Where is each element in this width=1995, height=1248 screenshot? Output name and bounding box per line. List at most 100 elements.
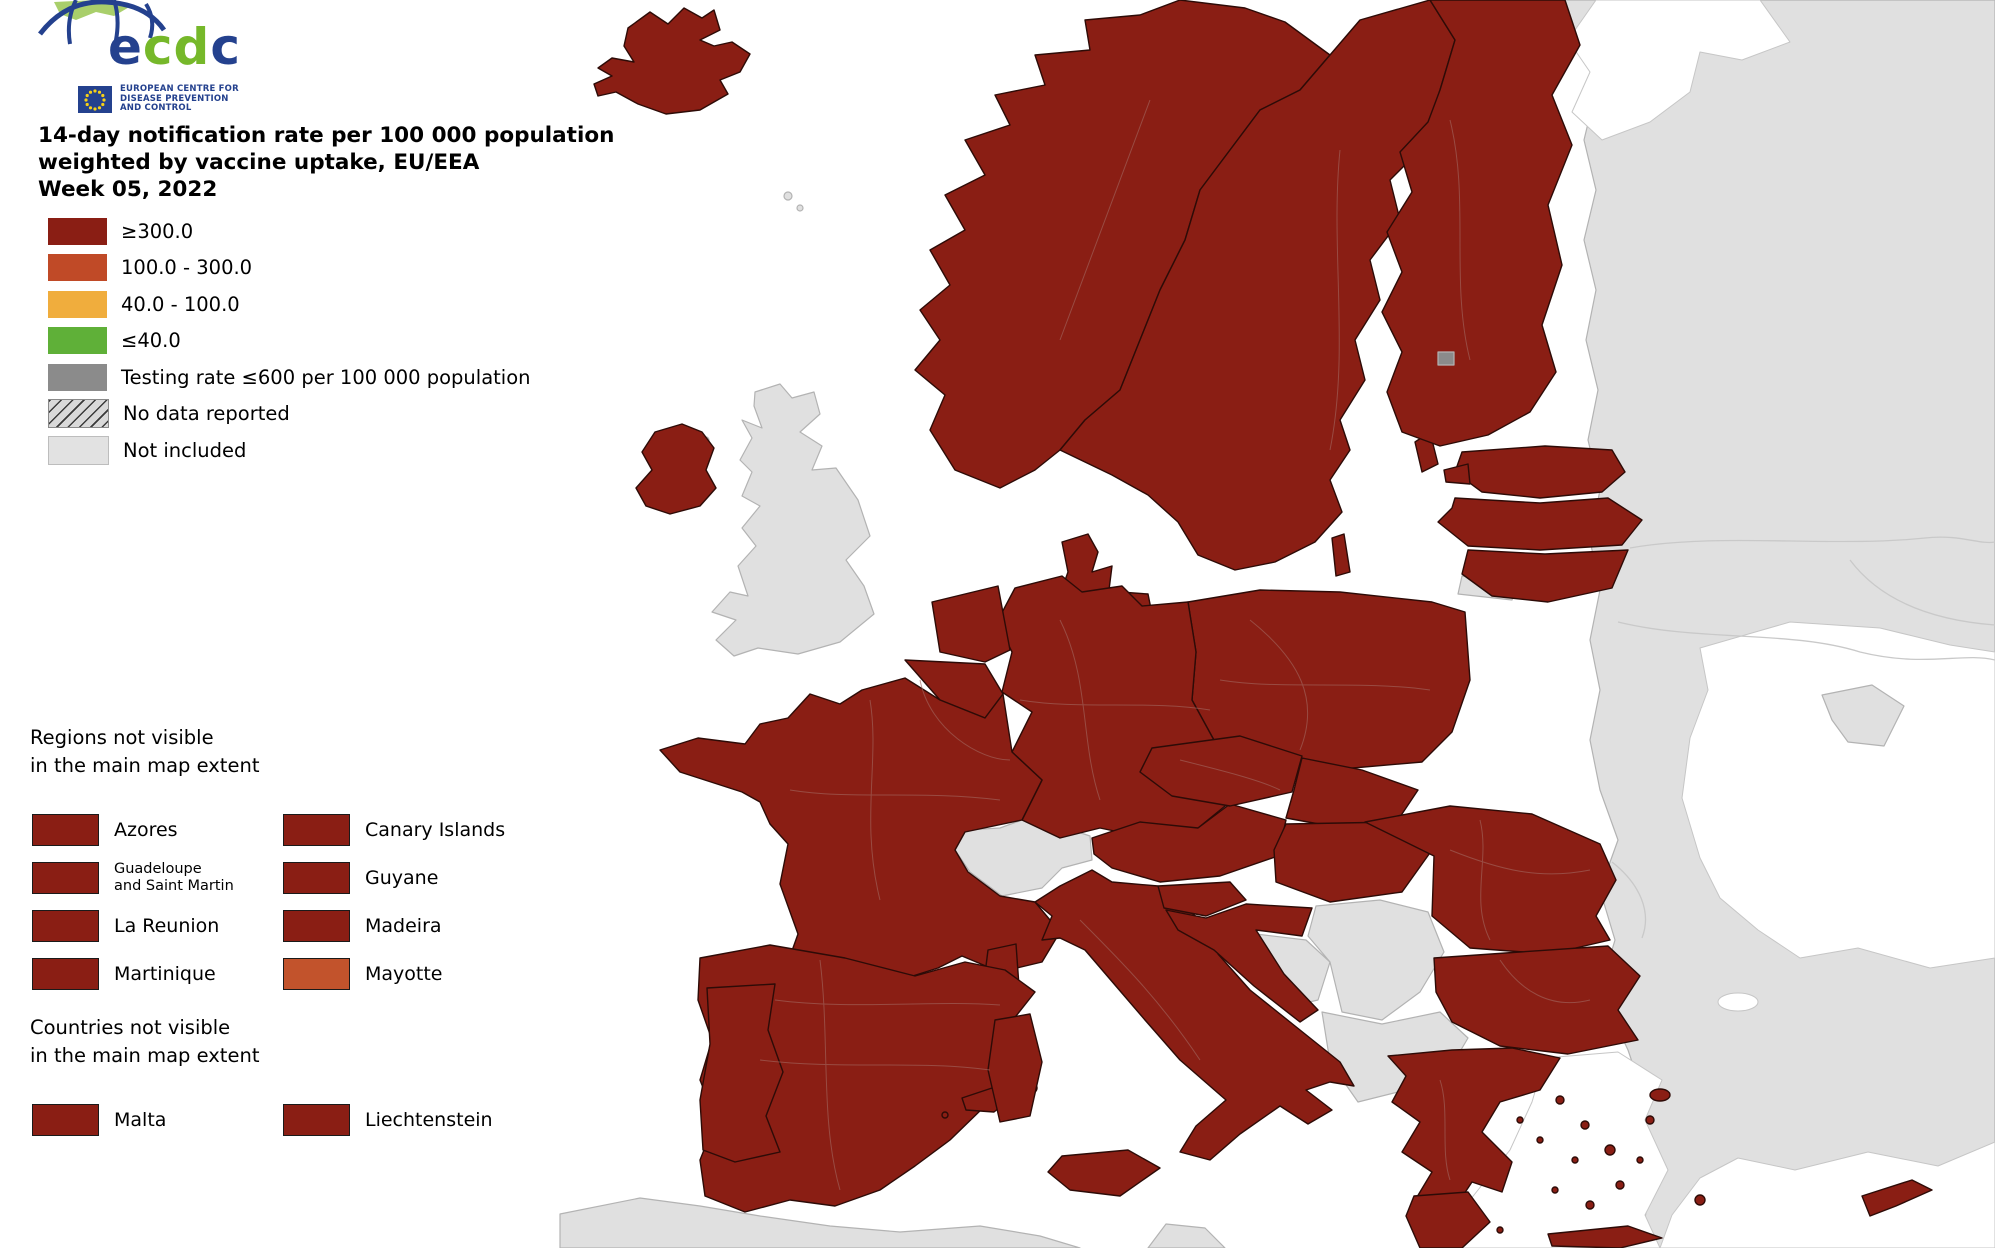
mediterranean-sea bbox=[1659, 1141, 1995, 1248]
legend-row: No data reported bbox=[48, 396, 531, 433]
map-region-north-africa bbox=[559, 1197, 1081, 1248]
region-label: Guadeloupe and Saint Martin bbox=[114, 861, 234, 895]
legend-row: Not included bbox=[48, 432, 531, 469]
legend-row: 100.0 - 300.0 bbox=[48, 250, 531, 287]
title-line: 14-day notification rate per 100 000 pop… bbox=[38, 123, 615, 148]
legend-label: 40.0 - 100.0 bbox=[121, 292, 240, 316]
map-region-iceland bbox=[593, 7, 751, 115]
regions-section-heading: Regions not visible in the main map exte… bbox=[30, 724, 259, 779]
map-region-aland bbox=[1437, 351, 1455, 366]
map-region-cyprus bbox=[1861, 1179, 1933, 1217]
region-label: Guyane bbox=[365, 867, 439, 889]
map-region-ireland bbox=[635, 423, 717, 515]
region-swatch bbox=[32, 958, 99, 990]
ecdc-globe-icon bbox=[38, 0, 167, 45]
legend-label: Not included bbox=[123, 438, 247, 462]
title-line: weighted by vaccine uptake, EU/EEA bbox=[38, 150, 480, 175]
legend-swatch-not-included bbox=[48, 435, 109, 465]
country-item-malta: Malta bbox=[32, 1096, 283, 1144]
ecdc-letter: c bbox=[210, 18, 241, 76]
map-region-oland bbox=[1331, 533, 1351, 577]
region-item-la-reunion: La Reunion bbox=[32, 902, 283, 950]
region-item-martinique: Martinique bbox=[32, 950, 283, 998]
legend-label: ≥300.0 bbox=[121, 219, 194, 243]
org-name-line: EUROPEAN CENTRE FOR bbox=[120, 84, 239, 94]
ecdc-letter: cd bbox=[142, 18, 211, 76]
region-swatch bbox=[283, 910, 350, 942]
countries-legend-grid: Malta Liechtenstein bbox=[32, 1096, 603, 1144]
map-region-crimea bbox=[1821, 684, 1905, 747]
legend-row: 40.0 - 100.0 bbox=[48, 286, 531, 323]
aegean-sea bbox=[1447, 1051, 1669, 1248]
map-region-serbia bbox=[1307, 899, 1445, 1021]
legend-row: Testing rate ≤600 per 100 000 population bbox=[48, 359, 531, 396]
eu-flag-stars bbox=[84, 89, 106, 111]
map-region-netherlands bbox=[931, 585, 1011, 663]
region-item-guyane: Guyane bbox=[283, 854, 603, 902]
legend-label: Testing rate ≤600 per 100 000 population bbox=[121, 365, 531, 389]
noneu-internal-borders bbox=[1611, 536, 1995, 939]
region-swatch bbox=[32, 814, 99, 846]
region-swatch bbox=[32, 910, 99, 942]
heading-line: in the main map extent bbox=[30, 1043, 260, 1067]
map-region-estonia bbox=[1454, 445, 1626, 499]
map-region-sicily bbox=[1047, 1149, 1161, 1197]
region-label: La Reunion bbox=[114, 915, 220, 937]
org-name-line: AND CONTROL bbox=[120, 103, 192, 113]
region-item-azores: Azores bbox=[32, 806, 283, 854]
legend-swatch-40-100 bbox=[48, 290, 107, 318]
map-region-bulgaria bbox=[1433, 945, 1641, 1055]
legend-row: ≤40.0 bbox=[48, 323, 531, 360]
map-region-ibiza bbox=[941, 1111, 949, 1119]
region-item-madeira: Madeira bbox=[283, 902, 603, 950]
legend-label: ≤40.0 bbox=[121, 329, 181, 353]
heading-line: Regions not visible bbox=[30, 726, 214, 749]
region-label: Azores bbox=[114, 819, 178, 841]
region-swatch bbox=[283, 958, 350, 990]
map-region-aegean-islands bbox=[1496, 1088, 1706, 1234]
legend-label: No data reported bbox=[123, 402, 290, 426]
map-region-slovenia bbox=[1157, 881, 1247, 917]
region-swatch bbox=[283, 862, 350, 894]
heading-line: Countries not visible bbox=[30, 1016, 231, 1039]
region-swatch bbox=[32, 862, 99, 894]
admin-borders bbox=[759, 99, 1591, 1191]
black-sea bbox=[1681, 621, 1995, 969]
regions-legend-grid: Azores Canary Islands Guadeloupe and Sai… bbox=[32, 806, 603, 998]
region-label: Madeira bbox=[365, 915, 442, 937]
legend-swatch-100-300 bbox=[48, 254, 107, 282]
map-region-crete bbox=[1547, 1225, 1663, 1248]
heading-line: in the main map extent bbox=[30, 753, 260, 777]
legend-swatch-ge300 bbox=[48, 217, 107, 245]
country-label: Malta bbox=[114, 1109, 167, 1131]
region-label: Mayotte bbox=[365, 963, 443, 985]
map-region-finland bbox=[1381, 0, 1581, 447]
country-label: Liechtenstein bbox=[365, 1109, 493, 1131]
region-label-line: and Saint Martin bbox=[114, 878, 234, 894]
legend-swatch-no-data bbox=[48, 399, 109, 429]
title-line: Week 05, 2022 bbox=[38, 177, 218, 202]
eu-flag-icon bbox=[78, 86, 112, 113]
map-region-latvia bbox=[1437, 497, 1643, 551]
map-region-croatia bbox=[1165, 903, 1319, 1023]
legend-label: 100.0 - 300.0 bbox=[121, 256, 253, 280]
map-region-lithuania bbox=[1461, 549, 1629, 603]
org-name-line: DISEASE PREVENTION bbox=[120, 93, 229, 104]
map-region-saaremaa bbox=[1443, 463, 1471, 485]
country-swatch bbox=[32, 1104, 99, 1136]
map-legend: ≥300.0 100.0 - 300.0 40.0 - 100.0 ≤40.0 … bbox=[48, 213, 531, 469]
country-swatch bbox=[283, 1104, 350, 1136]
region-swatch bbox=[283, 814, 350, 846]
marmara-sea bbox=[1717, 992, 1759, 1012]
region-label: Canary Islands bbox=[365, 819, 506, 841]
map-region-tunisia bbox=[1147, 1223, 1226, 1248]
ecdc-org-name: EUROPEAN CENTRE FOR DISEASE PREVENTION A… bbox=[120, 84, 239, 114]
map-region-uk bbox=[711, 383, 875, 657]
country-item-liechtenstein: Liechtenstein bbox=[283, 1096, 603, 1144]
region-item-mayotte: Mayotte bbox=[283, 950, 603, 998]
legend-swatch-testing-rate bbox=[48, 363, 107, 391]
ecdc-wordmark: ecdc bbox=[108, 22, 241, 72]
white-sea bbox=[1567, 0, 1791, 141]
region-label: Martinique bbox=[114, 963, 216, 985]
